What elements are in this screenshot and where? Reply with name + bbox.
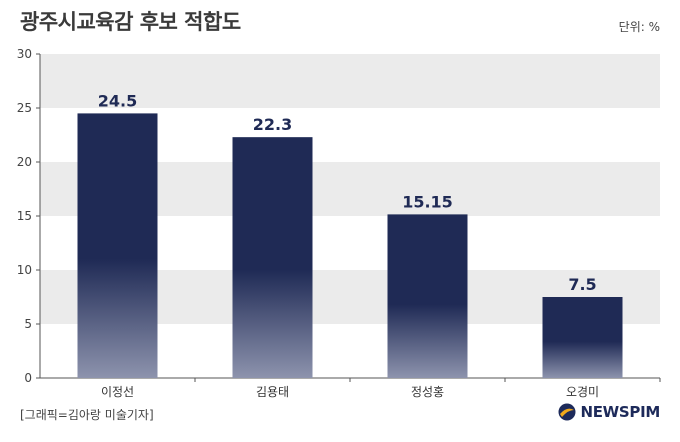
bar-value-label: 7.5 [568, 275, 596, 294]
y-tick-label: 30 [17, 47, 32, 61]
y-tick-label: 15 [17, 209, 32, 223]
logo-text: NEWSPIM [580, 403, 660, 421]
bar-정성홍 [387, 214, 468, 378]
bar-김용태 [232, 137, 313, 378]
y-tick-label: 5 [24, 317, 32, 331]
bar-value-label: 15.15 [402, 192, 453, 211]
chart-title: 광주시교육감 후보 적합도 [20, 10, 241, 34]
grid-band [40, 54, 660, 108]
bar-이정선 [77, 113, 158, 379]
bar-오경미 [542, 297, 623, 378]
newspim-logo-icon [558, 403, 576, 421]
x-category-label: 정성홍 [411, 385, 444, 399]
bar-value-label: 22.3 [253, 115, 292, 134]
y-tick-label: 25 [17, 101, 32, 115]
y-tick-label: 10 [17, 263, 32, 277]
x-category-label: 이정선 [101, 385, 134, 399]
graphic-credit: [그래픽=김아랑 미술기자] [20, 408, 154, 422]
newspim-logo: NEWSPIM [558, 403, 660, 421]
y-tick-label: 20 [17, 155, 32, 169]
bar-value-label: 24.5 [98, 91, 137, 110]
y-tick-label: 0 [24, 371, 32, 385]
unit-label: 단위: % [618, 20, 660, 34]
x-category-label: 김용태 [256, 385, 289, 399]
x-category-label: 오경미 [566, 385, 599, 399]
